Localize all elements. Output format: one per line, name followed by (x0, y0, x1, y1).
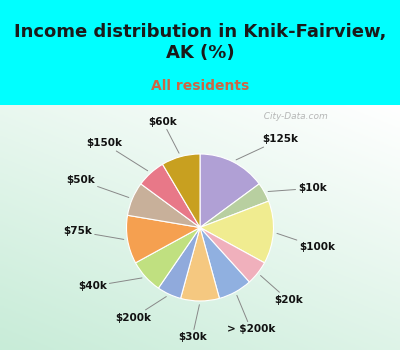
Text: $200k: $200k (115, 296, 166, 323)
Text: Income distribution in Knik-Fairview,
AK (%): Income distribution in Knik-Fairview, AK… (14, 23, 386, 62)
Text: $40k: $40k (78, 278, 142, 291)
Wedge shape (200, 228, 264, 282)
Wedge shape (136, 228, 200, 288)
Wedge shape (200, 154, 259, 228)
Wedge shape (126, 215, 200, 263)
Text: $10k: $10k (268, 183, 327, 193)
Text: All residents: All residents (151, 79, 249, 93)
Wedge shape (162, 154, 200, 228)
Text: $100k: $100k (277, 233, 336, 252)
Text: $150k: $150k (86, 138, 148, 171)
Wedge shape (200, 228, 249, 299)
Wedge shape (158, 228, 200, 299)
Text: City-Data.com: City-Data.com (258, 112, 327, 121)
Text: $75k: $75k (63, 226, 124, 239)
Text: $125k: $125k (236, 134, 298, 160)
Wedge shape (200, 201, 274, 263)
Wedge shape (128, 184, 200, 228)
Text: $50k: $50k (66, 175, 129, 197)
Text: $60k: $60k (148, 117, 179, 153)
Text: > $200k: > $200k (227, 295, 275, 334)
Wedge shape (180, 228, 220, 301)
Wedge shape (141, 164, 200, 228)
Text: $20k: $20k (260, 275, 302, 305)
Text: $30k: $30k (178, 305, 206, 342)
Wedge shape (200, 184, 268, 228)
